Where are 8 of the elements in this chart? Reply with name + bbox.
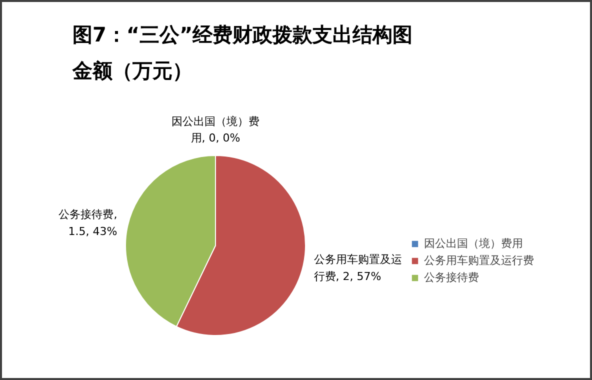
chart-title: 图7：“三公”经费财政拨款支出结构图 <box>72 22 413 46</box>
legend-label: 公务接待费 <box>424 270 479 285</box>
legend-label: 公务用车购置及运行费 <box>424 253 534 268</box>
data-label: 公务用车购置及运行费, 2, 57% <box>314 252 402 283</box>
data-label: 公务接待费, 1.5, 43% <box>58 208 118 238</box>
chart-subtitle: 金额（万元） <box>72 58 192 82</box>
legend-label: 因公出国（境）费用 <box>424 236 523 251</box>
text: 因公出国（境）费用, 0, 0% <box>172 114 260 145</box>
